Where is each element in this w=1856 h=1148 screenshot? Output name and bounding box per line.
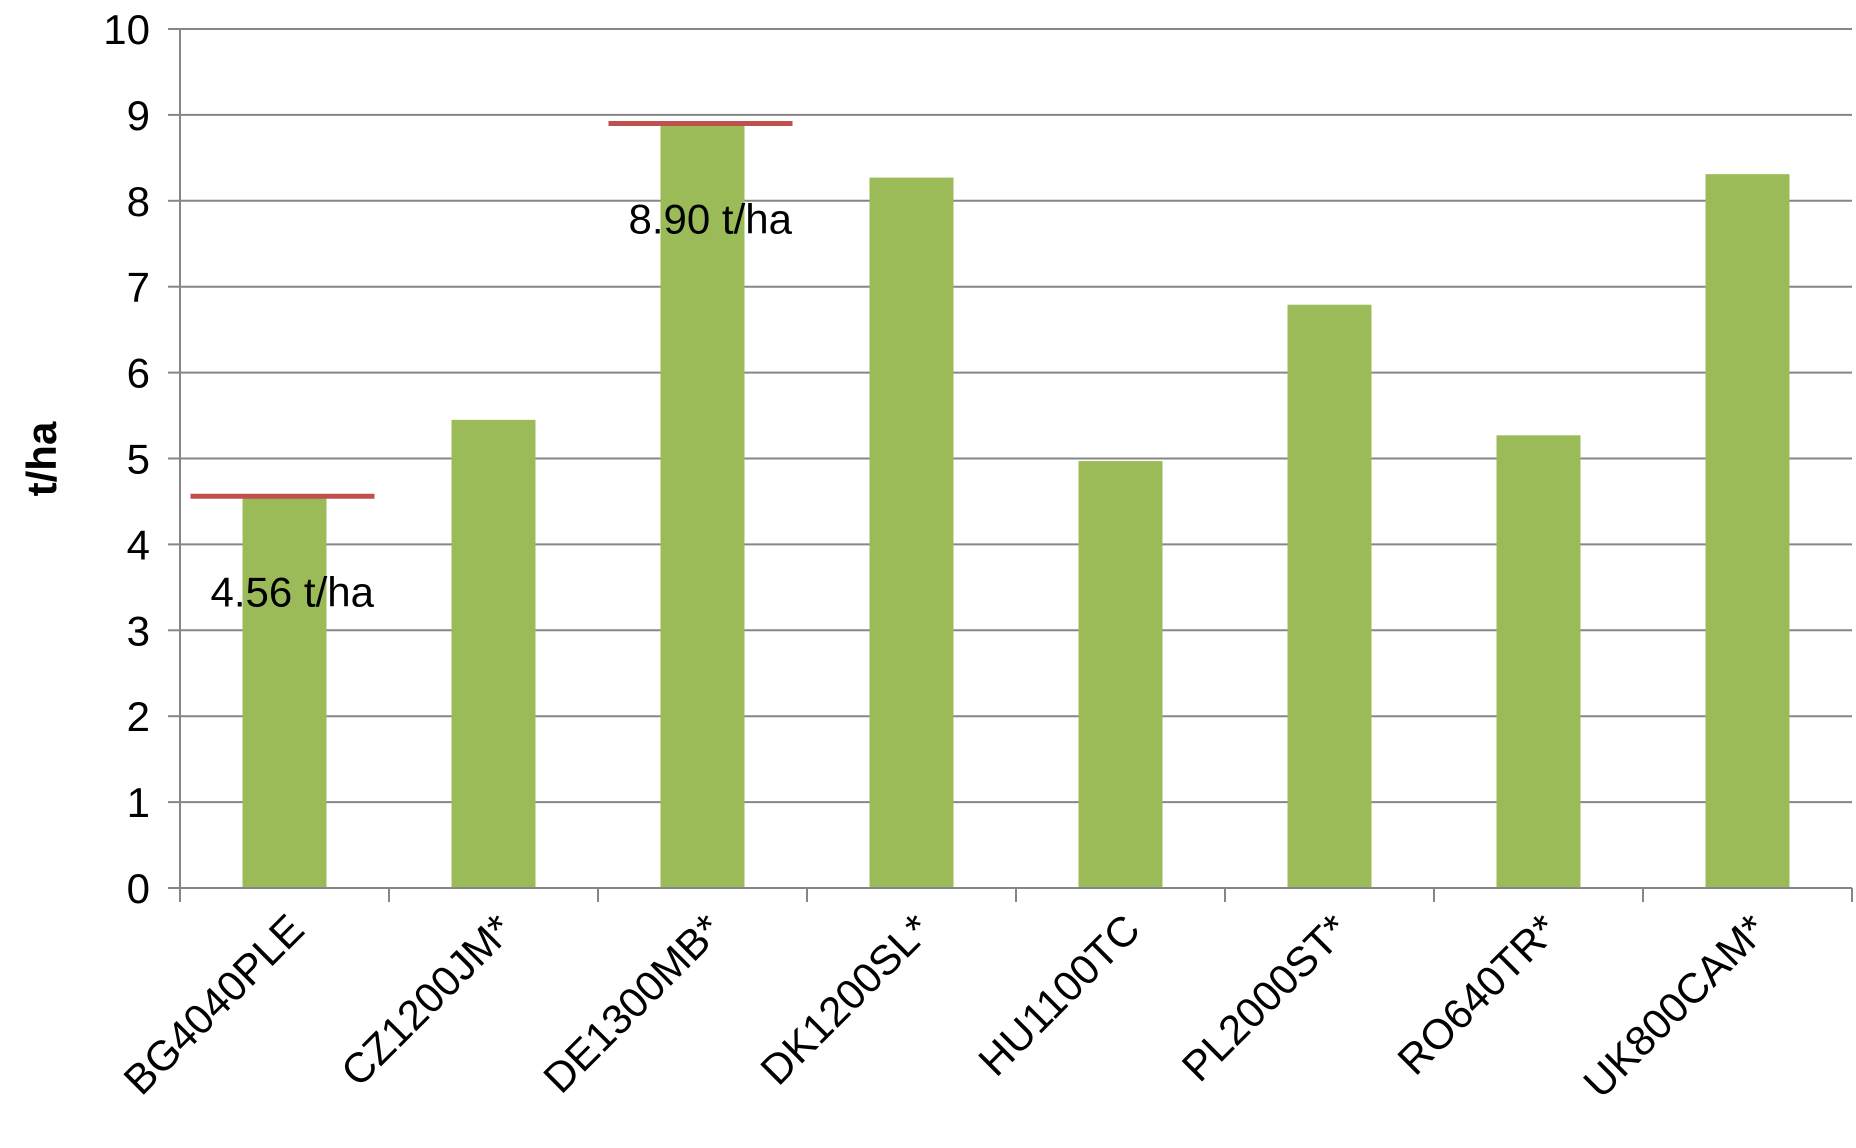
y-tick-label: 7 [127, 264, 150, 311]
y-axis-title: t/ha [18, 421, 65, 496]
x-tick-label: CZ1200JM* [332, 905, 522, 1095]
x-tick-label: RO640TR* [1388, 905, 1566, 1083]
y-tick-label: 8 [127, 178, 150, 225]
y-tick-label: 2 [127, 693, 150, 740]
bar [660, 123, 745, 889]
y-tick-label: 9 [127, 92, 150, 139]
grid-layer [180, 28, 1852, 804]
annotation-label: 8.90 t/ha [629, 195, 793, 242]
y-tick-label: 4 [127, 521, 150, 568]
bar [242, 496, 327, 888]
bar [451, 419, 536, 888]
y-tick-label: 6 [127, 350, 150, 397]
x-tick-label: DK1200SL* [751, 905, 939, 1093]
x-tick-label: DE1300MB* [534, 905, 731, 1102]
y-tick-label: 5 [127, 436, 150, 483]
bars-layer [242, 123, 1790, 889]
reference-lines-layer [190, 120, 793, 499]
y-tick-label: 1 [127, 779, 150, 826]
bar [1496, 435, 1581, 888]
bar [869, 177, 954, 888]
x-tick-label: UK800CAM* [1574, 905, 1776, 1107]
x-tick-label: HU1100TC [969, 905, 1149, 1085]
y-tick-label: 3 [127, 607, 150, 654]
y-tick-label: 10 [103, 6, 150, 53]
y-tick-label: 0 [127, 865, 150, 912]
x-tick-label: PL2000ST* [1173, 905, 1358, 1090]
bar [1078, 461, 1163, 888]
x-tick-label: BG4040PLE [115, 905, 313, 1103]
bar [1287, 304, 1372, 888]
axis-layer [168, 28, 1853, 902]
annotation-label: 4.56 t/ha [211, 568, 375, 615]
bar [1705, 174, 1790, 888]
